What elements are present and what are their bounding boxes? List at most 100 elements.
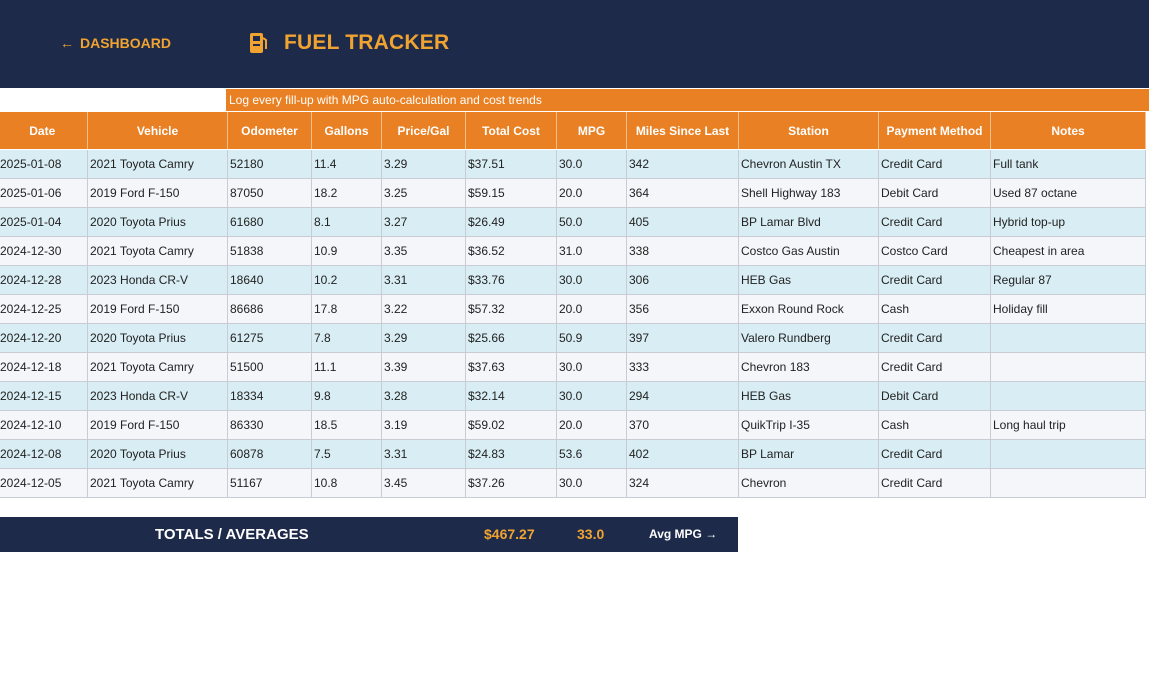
table-cell[interactable]: 2023 Honda CR-V <box>87 265 228 295</box>
table-cell[interactable]: 294 <box>626 381 739 411</box>
table-cell[interactable]: 402 <box>626 439 739 469</box>
table-cell[interactable]: $59.15 <box>465 178 557 208</box>
table-row[interactable]: 2024-12-10 2019 Ford F-150 86330 18.5 3.19 $5… <box>0 410 1146 440</box>
table-cell[interactable]: 3.31 <box>381 439 466 469</box>
table-cell[interactable] <box>990 381 1146 411</box>
table-cell[interactable]: 333 <box>626 352 739 382</box>
table-cell[interactable]: 2024-12-30 <box>0 236 88 266</box>
table-cell[interactable]: 30.0 <box>556 265 627 295</box>
table-row[interactable]: 2024-12-20 2020 Toyota Prius 61275 7.8 3.29 $… <box>0 323 1146 353</box>
table-cell[interactable]: 8.1 <box>311 207 382 237</box>
table-cell[interactable]: $32.14 <box>465 381 557 411</box>
table-cell[interactable]: Holiday fill <box>990 294 1146 324</box>
table-cell[interactable]: 3.27 <box>381 207 466 237</box>
table-cell[interactable]: $37.63 <box>465 352 557 382</box>
table-cell[interactable]: 31.0 <box>556 236 627 266</box>
column-header[interactable]: Payment Method <box>878 112 991 150</box>
table-cell[interactable]: Credit Card <box>878 149 991 179</box>
table-cell[interactable]: 10.8 <box>311 468 382 498</box>
column-header[interactable]: Miles Since Last <box>626 112 739 150</box>
table-cell[interactable]: 2020 Toyota Prius <box>87 439 228 469</box>
table-cell[interactable]: 2019 Ford F-150 <box>87 410 228 440</box>
table-cell[interactable]: 20.0 <box>556 294 627 324</box>
table-row[interactable]: 2025-01-06 2019 Ford F-150 87050 18.2 3.25 $5… <box>0 178 1146 208</box>
column-header[interactable]: Date <box>0 112 88 150</box>
table-cell[interactable]: $37.51 <box>465 149 557 179</box>
table-cell[interactable]: Regular 87 <box>990 265 1146 295</box>
table-cell[interactable]: 2021 Toyota Camry <box>87 352 228 382</box>
table-cell[interactable]: Chevron Austin TX <box>738 149 879 179</box>
table-cell[interactable]: 51838 <box>227 236 312 266</box>
table-cell[interactable]: 3.29 <box>381 149 466 179</box>
table-cell[interactable]: 50.0 <box>556 207 627 237</box>
table-cell[interactable]: 9.8 <box>311 381 382 411</box>
table-cell[interactable]: 3.31 <box>381 265 466 295</box>
table-cell[interactable]: Costco Gas Austin <box>738 236 879 266</box>
table-cell[interactable]: 20.0 <box>556 410 627 440</box>
table-cell[interactable]: HEB Gas <box>738 381 879 411</box>
table-cell[interactable]: 405 <box>626 207 739 237</box>
table-cell[interactable]: 342 <box>626 149 739 179</box>
table-cell[interactable]: $24.83 <box>465 439 557 469</box>
table-cell[interactable]: 3.25 <box>381 178 466 208</box>
column-header[interactable]: Odometer <box>227 112 312 150</box>
table-cell[interactable]: 2024-12-10 <box>0 410 88 440</box>
table-cell[interactable]: $33.76 <box>465 265 557 295</box>
table-cell[interactable]: 86686 <box>227 294 312 324</box>
table-cell[interactable]: $26.49 <box>465 207 557 237</box>
table-row[interactable]: 2024-12-05 2021 Toyota Camry 51167 10.8 3.45… <box>0 468 1146 498</box>
table-cell[interactable]: $57.32 <box>465 294 557 324</box>
table-cell[interactable]: Credit Card <box>878 439 991 469</box>
column-header[interactable]: Price/Gal <box>381 112 466 150</box>
table-cell[interactable]: 324 <box>626 468 739 498</box>
table-cell[interactable]: 397 <box>626 323 739 353</box>
table-cell[interactable]: 338 <box>626 236 739 266</box>
table-cell[interactable]: 370 <box>626 410 739 440</box>
table-cell[interactable]: 3.28 <box>381 381 466 411</box>
table-cell[interactable]: 2025-01-06 <box>0 178 88 208</box>
table-cell[interactable]: 2020 Toyota Prius <box>87 323 228 353</box>
table-row[interactable]: 2024-12-15 2023 Honda CR-V 18334 9.8 3.28 $32… <box>0 381 1146 411</box>
table-cell[interactable]: Credit Card <box>878 468 991 498</box>
table-cell[interactable]: Exxon Round Rock <box>738 294 879 324</box>
table-cell[interactable]: Credit Card <box>878 323 991 353</box>
table-cell[interactable]: 51167 <box>227 468 312 498</box>
table-cell[interactable]: 2024-12-08 <box>0 439 88 469</box>
table-cell[interactable]: Chevron <box>738 468 879 498</box>
table-cell[interactable]: Credit Card <box>878 265 991 295</box>
table-cell[interactable]: 7.5 <box>311 439 382 469</box>
table-cell[interactable]: Credit Card <box>878 352 991 382</box>
table-cell[interactable]: 61680 <box>227 207 312 237</box>
table-cell[interactable]: 20.0 <box>556 178 627 208</box>
table-cell[interactable] <box>990 439 1146 469</box>
table-cell[interactable]: Hybrid top-up <box>990 207 1146 237</box>
table-cell[interactable]: Costco Card <box>878 236 991 266</box>
table-cell[interactable]: 30.0 <box>556 149 627 179</box>
table-cell[interactable]: Credit Card <box>878 207 991 237</box>
table-cell[interactable]: 364 <box>626 178 739 208</box>
table-cell[interactable]: Valero Rundberg <box>738 323 879 353</box>
table-cell[interactable]: QuikTrip I-35 <box>738 410 879 440</box>
table-cell[interactable]: Long haul trip <box>990 410 1146 440</box>
table-cell[interactable]: 17.8 <box>311 294 382 324</box>
table-cell[interactable]: 61275 <box>227 323 312 353</box>
column-header[interactable]: Station <box>738 112 879 150</box>
table-row[interactable]: 2024-12-30 2021 Toyota Camry 51838 10.9 3.35… <box>0 236 1146 266</box>
table-cell[interactable]: 30.0 <box>556 352 627 382</box>
table-cell[interactable]: 11.1 <box>311 352 382 382</box>
table-cell[interactable]: HEB Gas <box>738 265 879 295</box>
column-header[interactable]: MPG <box>556 112 627 150</box>
table-cell[interactable]: 2021 Toyota Camry <box>87 468 228 498</box>
column-header[interactable]: Gallons <box>311 112 382 150</box>
table-cell[interactable]: 2024-12-20 <box>0 323 88 353</box>
table-cell[interactable]: 18.5 <box>311 410 382 440</box>
column-header[interactable]: Total Cost <box>465 112 557 150</box>
table-cell[interactable]: 3.35 <box>381 236 466 266</box>
table-cell[interactable]: Debit Card <box>878 381 991 411</box>
table-cell[interactable]: BP Lamar Blvd <box>738 207 879 237</box>
table-cell[interactable]: 50.9 <box>556 323 627 353</box>
table-cell[interactable]: 2024-12-15 <box>0 381 88 411</box>
table-cell[interactable]: Used 87 octane <box>990 178 1146 208</box>
table-cell[interactable]: 2023 Honda CR-V <box>87 381 228 411</box>
table-cell[interactable]: 3.29 <box>381 323 466 353</box>
